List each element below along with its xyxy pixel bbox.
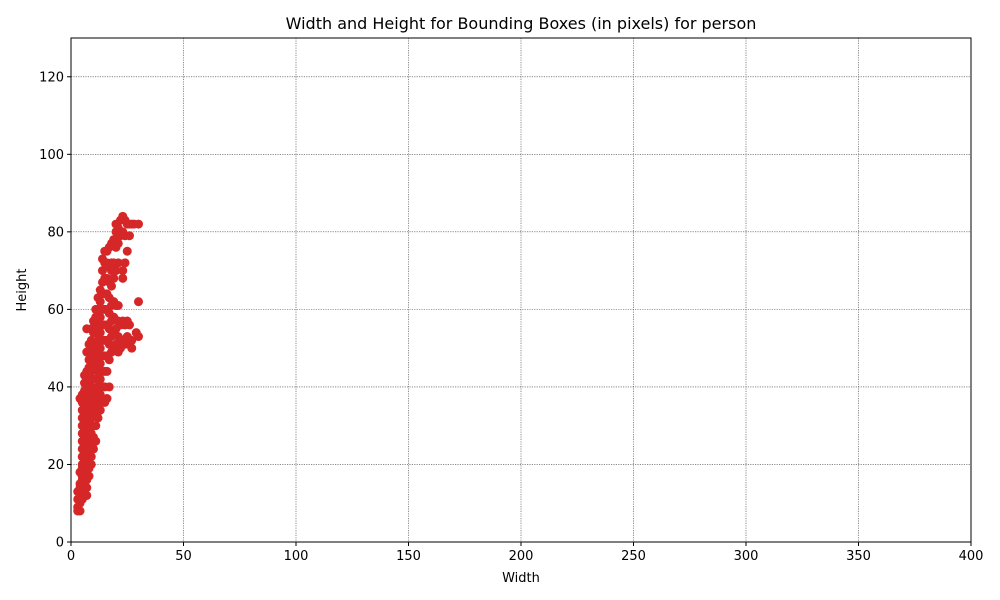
scatter-point — [104, 355, 114, 365]
x-tick-label: 0 — [67, 549, 75, 564]
x-tick-label: 50 — [175, 549, 192, 564]
scatter-point — [104, 382, 114, 392]
scatter-point — [127, 343, 137, 353]
scatter-point — [95, 374, 105, 384]
grid — [70, 38, 972, 543]
scatter-point — [125, 320, 134, 330]
scatter-point — [125, 231, 134, 241]
scatter-point — [95, 390, 105, 400]
scatter-point — [134, 219, 143, 229]
scatter-point — [134, 332, 143, 342]
scatter-point — [111, 266, 121, 276]
x-tick-label: 150 — [396, 549, 421, 564]
y-tick-label: 40 — [47, 380, 64, 395]
scatter-point — [95, 359, 105, 369]
scatter-point — [86, 459, 96, 469]
y-tick-label: 0 — [56, 536, 64, 551]
scatter-point — [89, 444, 98, 454]
scatter-point — [113, 258, 123, 268]
scatter-point — [86, 452, 96, 462]
scatter-point — [109, 273, 119, 283]
data-points — [73, 211, 143, 516]
scatter-point — [113, 238, 123, 248]
scatter-point — [82, 483, 92, 493]
x-axis: 0 50 100 150 200 250 300 350 400 — [67, 542, 984, 564]
scatter-point — [84, 471, 94, 481]
scatter-point — [91, 436, 101, 446]
y-axis-label: Height — [15, 269, 30, 312]
scatter-point — [91, 421, 101, 431]
y-tick-label: 100 — [39, 148, 64, 163]
scatter-point — [82, 490, 92, 500]
x-tick-label: 350 — [846, 549, 871, 564]
scatter-point — [118, 273, 128, 283]
y-tick-label: 120 — [39, 70, 64, 85]
x-tick-label: 300 — [734, 549, 759, 564]
scatter-point — [95, 328, 105, 338]
scatter-point — [95, 405, 105, 415]
x-tick-label: 400 — [959, 549, 984, 564]
scatter-point — [102, 394, 112, 404]
x-axis-label: Width — [502, 571, 540, 586]
scatter-point — [134, 297, 143, 307]
scatter-point — [120, 258, 130, 268]
scatter-point — [122, 246, 132, 256]
scatter-point — [118, 266, 128, 276]
scatter-point — [127, 335, 137, 345]
x-tick-label: 200 — [509, 549, 534, 564]
scatter-point — [113, 301, 123, 311]
scatter-point — [98, 266, 107, 276]
scatter-point — [95, 312, 105, 322]
y-tick-label: 80 — [47, 225, 64, 240]
y-tick-label: 20 — [47, 458, 64, 473]
x-tick-label: 250 — [621, 549, 646, 564]
chart-title: Width and Height for Bounding Boxes (in … — [286, 14, 757, 33]
scatter-point — [107, 281, 116, 291]
y-tick-label: 60 — [47, 303, 64, 318]
scatter-point — [93, 413, 103, 423]
scatter-point — [95, 343, 105, 353]
x-tick-label: 100 — [284, 549, 309, 564]
y-axis: 0 20 40 60 80 100 120 — [39, 70, 71, 551]
scatter-point — [102, 366, 112, 376]
scatter-point — [95, 297, 105, 307]
